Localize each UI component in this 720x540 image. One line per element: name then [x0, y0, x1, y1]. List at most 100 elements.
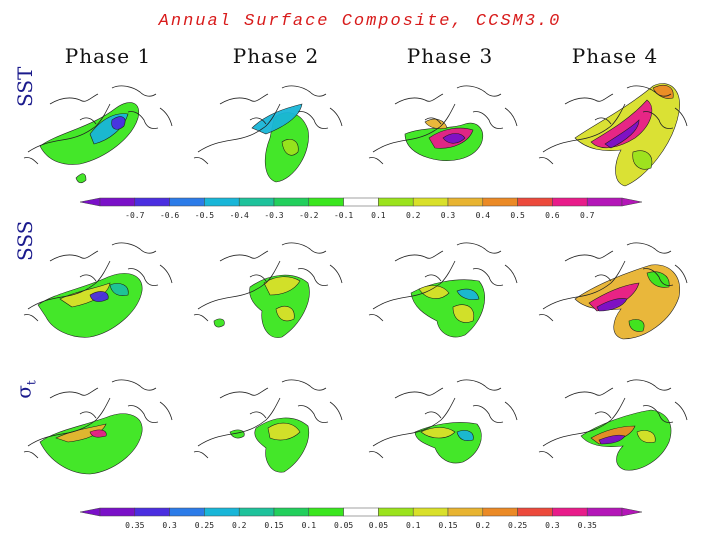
coastline: [456, 379, 502, 391]
coastline: [424, 117, 442, 125]
colorbar-swatch: [447, 197, 484, 207]
map-canvas: [193, 379, 343, 473]
colorbar-tick-label: -0.4: [230, 211, 249, 220]
coastline: [281, 85, 327, 97]
anomaly-region: [39, 413, 143, 475]
coastline: [542, 103, 626, 153]
coastline: [674, 401, 688, 421]
coastline: [127, 268, 159, 286]
coastline: [538, 314, 554, 322]
coastline: [27, 103, 111, 153]
coastline: [159, 264, 173, 284]
map-canvas: [23, 242, 173, 338]
map-sst-phase-3: [365, 68, 525, 188]
coastline: [127, 111, 159, 129]
coastline: [197, 397, 281, 447]
coastline: [111, 242, 157, 254]
colorbar-swatch: [482, 197, 518, 207]
anomaly-region: [598, 434, 626, 445]
colorbar-bottom: 0.35 0.3 0.25 0.2 0.15 0.1 0.05 0.05 0.1 0.15 0.2 0…: [78, 504, 644, 538]
colorbar-svg: -0.7 -0.6 -0.5 -0.4 -0.3 -0.2 -0.1 0.1 0.2 0.3 0.4…: [79, 197, 643, 220]
anomaly-region: [456, 288, 480, 301]
coastline: [329, 107, 343, 127]
colorbar-tick-label: 0.05: [369, 521, 388, 530]
coastline: [23, 157, 39, 165]
coastline: [372, 260, 456, 310]
coastline: [394, 387, 444, 399]
colorbar-swatch: [204, 197, 240, 207]
coastline: [23, 314, 39, 322]
map-canvas: [23, 379, 173, 475]
colorbar-tick-label: 0.15: [264, 521, 283, 530]
anomaly-region: [604, 119, 640, 149]
coastline: [642, 111, 674, 129]
coastline: [193, 157, 209, 165]
coastline: [424, 411, 442, 419]
anomaly-region: [267, 422, 301, 441]
colorbar-tick-label: 0.4: [476, 211, 491, 220]
anomaly-region: [636, 430, 656, 443]
anomaly-region: [596, 298, 628, 312]
coastline: [504, 401, 518, 421]
colorbar-tick-label: 0.2: [232, 521, 247, 530]
colorbar-tick-label: 0.6: [545, 211, 560, 220]
coastline: [626, 85, 672, 97]
colorbar-swatch: [552, 197, 588, 207]
map-sss-phase-3: [365, 225, 525, 345]
anomaly-region: [37, 273, 143, 338]
colorbar-swatch: [378, 507, 414, 517]
colorbar-tick-label: -0.1: [334, 211, 353, 220]
colorbar-tick-label: -0.2: [299, 211, 318, 220]
colorbar-tick-label: 0.25: [508, 521, 527, 530]
coastline: [542, 260, 626, 310]
coastline: [329, 401, 343, 421]
coastline: [674, 107, 688, 127]
anomaly-region: [251, 103, 303, 135]
anomaly-region: [442, 133, 466, 144]
colorbar-arrow-right: [621, 197, 643, 207]
coastline: [642, 405, 674, 423]
colorbar-tick-label: 0.2: [476, 521, 491, 530]
phase-4-label: Phase 4: [571, 44, 659, 68]
anomaly-region: [39, 102, 140, 165]
colorbar-tick-label: 0.5: [510, 211, 525, 220]
coastline: [127, 405, 159, 423]
coastline: [368, 314, 384, 322]
coastline: [297, 111, 329, 129]
map-canvas: [368, 242, 518, 338]
coastline: [193, 451, 209, 459]
colorbar-tick-label: 0.1: [302, 521, 317, 530]
coastline: [219, 387, 269, 399]
coastline: [472, 111, 504, 129]
colorbar-arrow-right: [621, 507, 643, 517]
coastline: [564, 93, 614, 105]
colorbar-top: -0.7 -0.6 -0.5 -0.4 -0.3 -0.2 -0.1 0.1 0.2 0.3 0.4…: [78, 194, 644, 228]
colorbar-tick-label: 0.2: [406, 211, 421, 220]
map-sst-phase-4: [535, 68, 695, 188]
coastline: [642, 268, 674, 286]
coastline: [538, 157, 554, 165]
colorbar-swatch: [552, 507, 588, 517]
anomaly-region: [263, 276, 301, 296]
colorbar-tick-label: 0.25: [195, 521, 214, 530]
map-canvas: [193, 85, 343, 183]
anomaly-region: [420, 427, 456, 439]
coastline: [23, 451, 39, 459]
coastline: [197, 260, 281, 310]
coastline: [504, 264, 518, 284]
anomaly-region: [213, 318, 225, 328]
map-canvas: [368, 379, 518, 464]
coastline: [79, 411, 97, 419]
colorbar-tick-label: 0.15: [438, 521, 457, 530]
coastline: [372, 103, 456, 153]
coastline: [281, 242, 327, 254]
colorbar-swatch: [99, 197, 136, 207]
coastline: [49, 387, 99, 399]
coastline: [329, 264, 343, 284]
coastline: [504, 107, 518, 127]
colorbar-swatch: [169, 197, 205, 207]
coastline: [159, 107, 173, 127]
colorbar-tick-label: 0.7: [580, 211, 595, 220]
colorbar-swatch: [517, 507, 553, 517]
colorbar-tick-label: 0.05: [334, 521, 353, 530]
